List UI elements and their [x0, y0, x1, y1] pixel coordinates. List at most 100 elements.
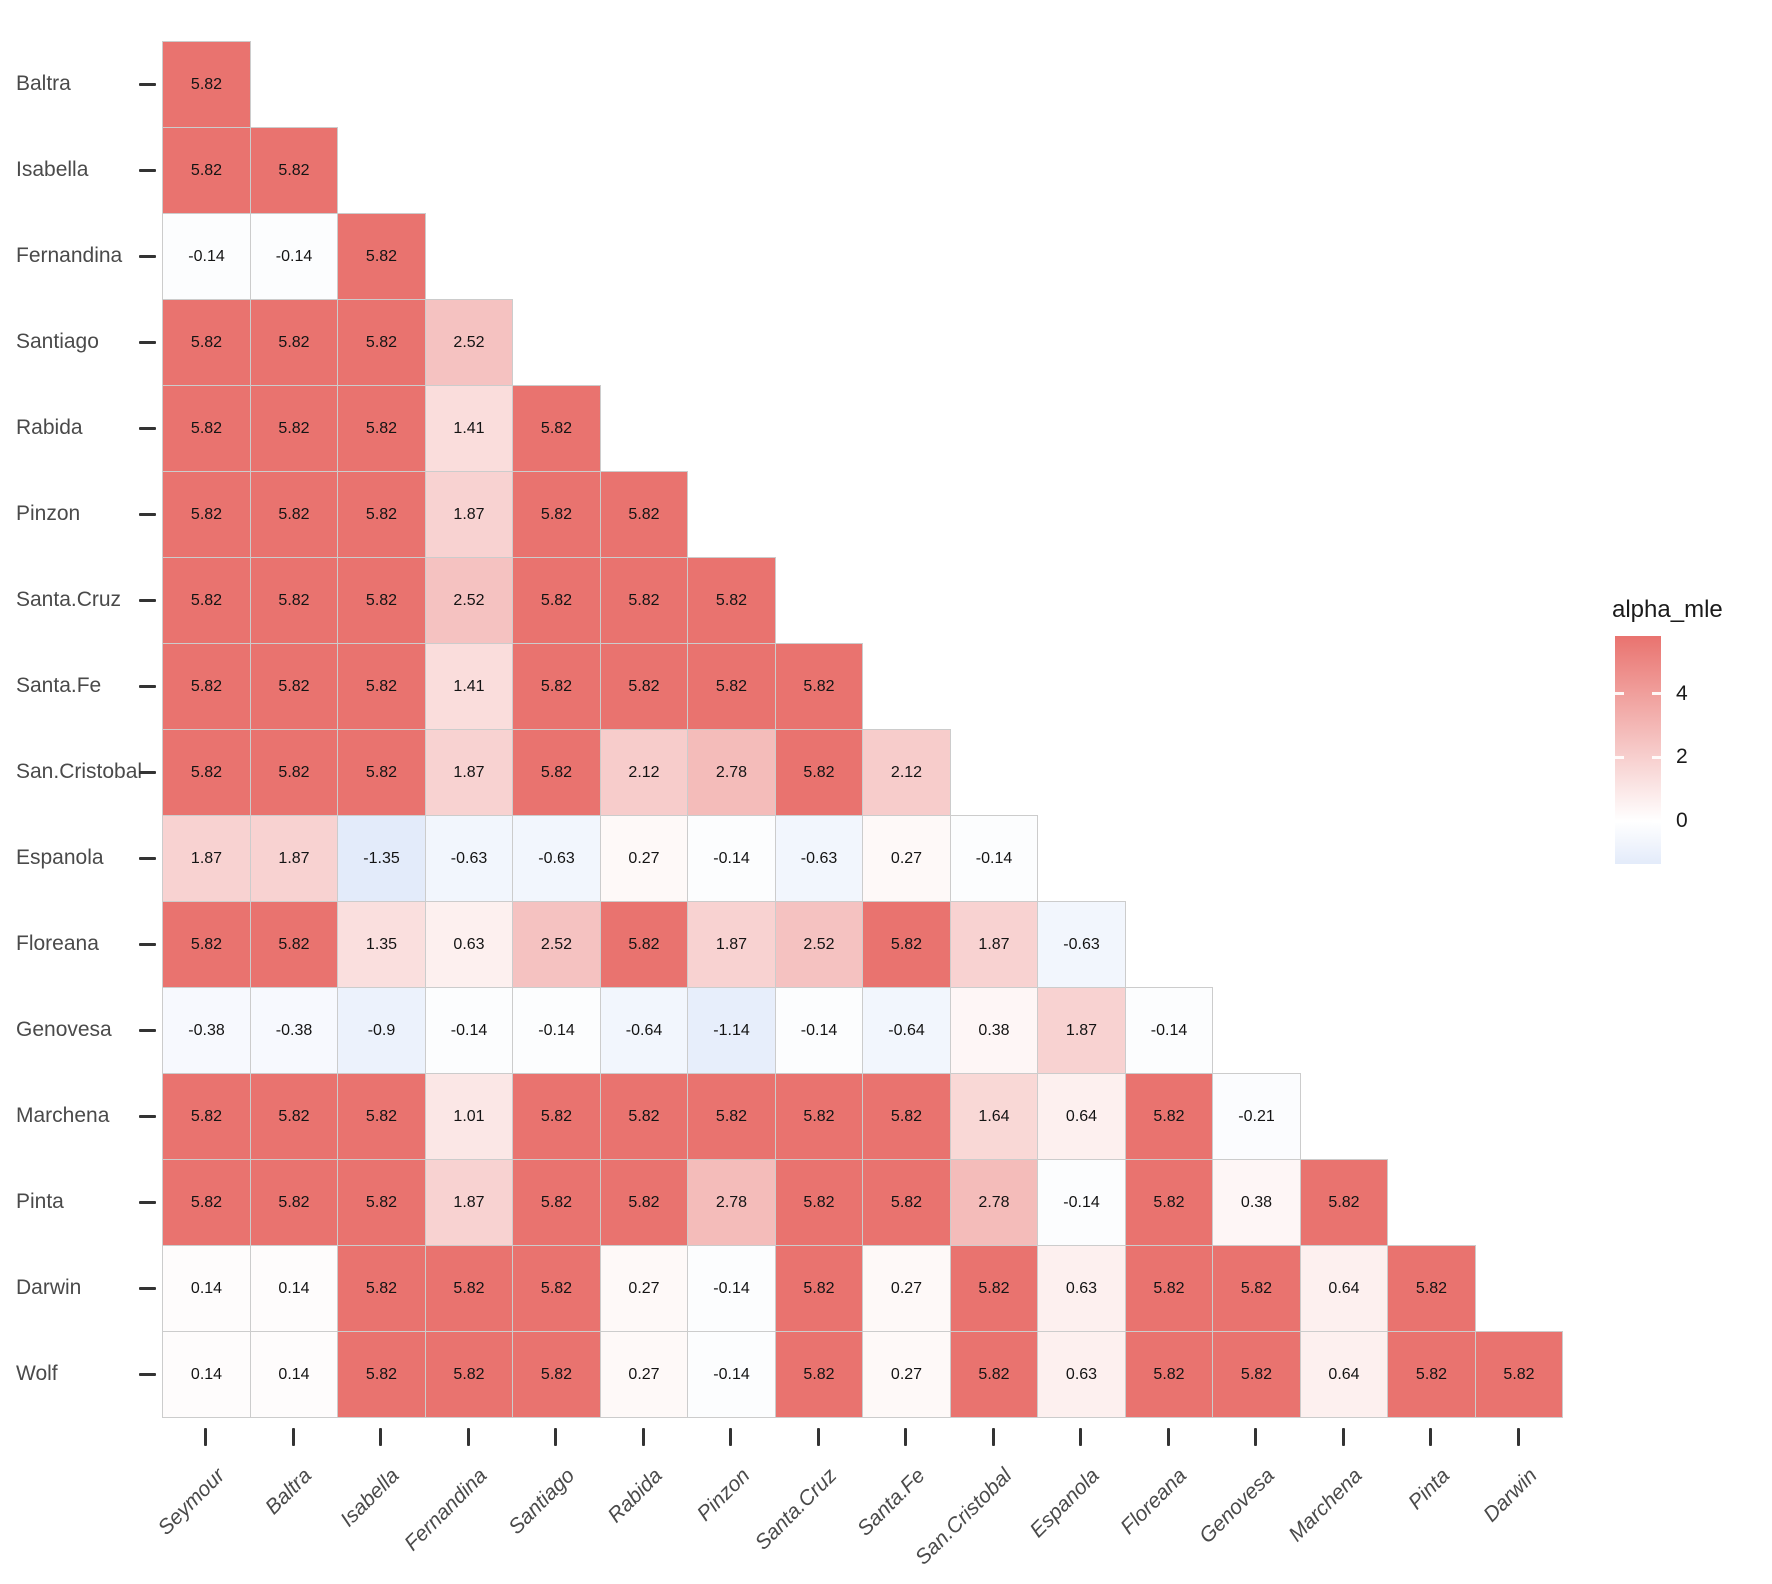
y-axis-label: Rabida [16, 416, 83, 439]
matrix-cell: 5.82 [162, 127, 251, 214]
x-axis-label: Baltra [261, 1464, 317, 1520]
matrix-cell: 1.87 [250, 815, 338, 902]
y-axis-tick [139, 598, 156, 602]
matrix-cell: 0.27 [600, 1331, 688, 1418]
matrix-cell: 0.14 [250, 1331, 338, 1418]
x-axis-label: Genovesa [1195, 1464, 1280, 1548]
matrix-cell: 0.63 [1037, 1331, 1126, 1418]
matrix-cell: -0.38 [250, 987, 338, 1074]
matrix-cell: 5.82 [775, 1159, 863, 1246]
legend-tick-mark [1615, 692, 1624, 696]
y-axis-tick [139, 82, 156, 86]
x-axis-label: Pinta [1403, 1464, 1455, 1515]
matrix-cell: 5.82 [1125, 1159, 1213, 1246]
matrix-cell: 5.82 [512, 1073, 601, 1160]
matrix-cell: -0.63 [512, 815, 601, 902]
matrix-cell: 5.82 [862, 901, 951, 988]
matrix-cell: 5.82 [1125, 1245, 1213, 1332]
y-axis-tick [139, 426, 156, 430]
x-axis-tick [1166, 1428, 1170, 1446]
x-axis-tick [1254, 1428, 1258, 1446]
legend-tick-mark [1652, 755, 1661, 759]
y-axis-tick [139, 1372, 156, 1376]
x-axis-tick [204, 1428, 208, 1446]
matrix-cell: 5.82 [1387, 1245, 1476, 1332]
x-axis-tick [379, 1428, 383, 1446]
y-axis-tick [139, 684, 156, 688]
matrix-cell: 5.82 [775, 1331, 863, 1418]
y-axis-label: Pinta [16, 1190, 64, 1213]
matrix-cell: 1.01 [425, 1073, 513, 1160]
matrix-cell: 5.82 [1125, 1331, 1213, 1418]
x-axis-label: Santa.Cruz [750, 1464, 842, 1555]
matrix-cell: -0.14 [250, 213, 338, 300]
matrix-cell: 5.82 [162, 471, 251, 558]
matrix-cell: 2.78 [950, 1159, 1038, 1246]
matrix-cell: -0.21 [1212, 1073, 1301, 1160]
matrix-cell: 5.82 [162, 1073, 251, 1160]
matrix-cell: 5.82 [862, 1159, 951, 1246]
legend-tick-label: 0 [1676, 809, 1688, 833]
y-axis-label: San.Cristobal [16, 760, 143, 783]
matrix-cell: -0.63 [775, 815, 863, 902]
matrix-cell: -0.14 [1125, 987, 1213, 1074]
matrix-cell: 5.82 [162, 643, 251, 730]
x-axis-tick [991, 1428, 995, 1446]
x-axis-label: Seymour [153, 1464, 230, 1540]
y-axis-tick [139, 512, 156, 516]
matrix-cell: -0.14 [950, 815, 1038, 902]
matrix-cell: 5.82 [512, 1159, 601, 1246]
x-axis-tick [1341, 1428, 1345, 1446]
matrix-cell: 5.82 [162, 41, 251, 128]
x-axis-tick [466, 1428, 470, 1446]
matrix-cell: 5.82 [512, 557, 601, 644]
matrix-cell: 5.82 [600, 471, 688, 558]
matrix-cell: 5.82 [162, 557, 251, 644]
x-axis-label: Marchena [1284, 1464, 1367, 1547]
y-axis-label: Santa.Fe [16, 674, 102, 697]
matrix-cell: 1.87 [425, 1159, 513, 1246]
legend-tick-mark [1615, 819, 1624, 823]
matrix-cell: 5.82 [950, 1245, 1038, 1332]
x-axis-label: Rabida [603, 1464, 667, 1528]
matrix-cell: 5.82 [1212, 1245, 1301, 1332]
matrix-cell: 0.64 [1037, 1073, 1126, 1160]
matrix-cell: 5.82 [1212, 1331, 1301, 1418]
matrix-cell: 5.82 [250, 471, 338, 558]
y-axis-label: Espanola [16, 846, 104, 869]
matrix-cell: 5.82 [1300, 1159, 1388, 1246]
matrix-cell: 5.82 [337, 729, 426, 816]
matrix-cell: 5.82 [337, 299, 426, 386]
y-axis-tick [139, 1028, 156, 1032]
matrix-cell: 1.64 [950, 1073, 1038, 1160]
matrix-cell: 0.14 [250, 1245, 338, 1332]
matrix-cell: -0.14 [162, 213, 251, 300]
matrix-cell: 5.82 [1475, 1331, 1563, 1418]
matrix-cell: 0.27 [862, 815, 951, 902]
y-axis-label: Wolf [16, 1362, 58, 1385]
matrix-cell: 5.82 [687, 557, 776, 644]
y-axis-tick [139, 340, 156, 344]
matrix-cell: 5.82 [512, 471, 601, 558]
matrix-cell: 5.82 [337, 213, 426, 300]
x-axis-tick [904, 1428, 908, 1446]
matrix-cell: 2.12 [600, 729, 688, 816]
matrix-cell: 5.82 [250, 901, 338, 988]
matrix-cell: 0.63 [425, 901, 513, 988]
matrix-cell: 5.82 [775, 729, 863, 816]
matrix-cell: 5.82 [337, 1331, 426, 1418]
y-axis-label: Fernandina [16, 244, 123, 267]
matrix-cell: -0.14 [425, 987, 513, 1074]
matrix-cell: 5.82 [337, 1159, 426, 1246]
matrix-cell: 2.52 [512, 901, 601, 988]
y-axis-tick [139, 1286, 156, 1290]
matrix-cell: 2.52 [425, 557, 513, 644]
x-axis-label: Santiago [504, 1464, 580, 1539]
matrix-cell: 0.63 [1037, 1245, 1126, 1332]
x-axis-label: Fernandina [400, 1464, 492, 1556]
matrix-cell: 5.82 [337, 385, 426, 472]
legend-tick-label: 4 [1676, 681, 1688, 705]
x-axis-tick [816, 1428, 820, 1446]
y-axis-label: Isabella [16, 158, 89, 181]
